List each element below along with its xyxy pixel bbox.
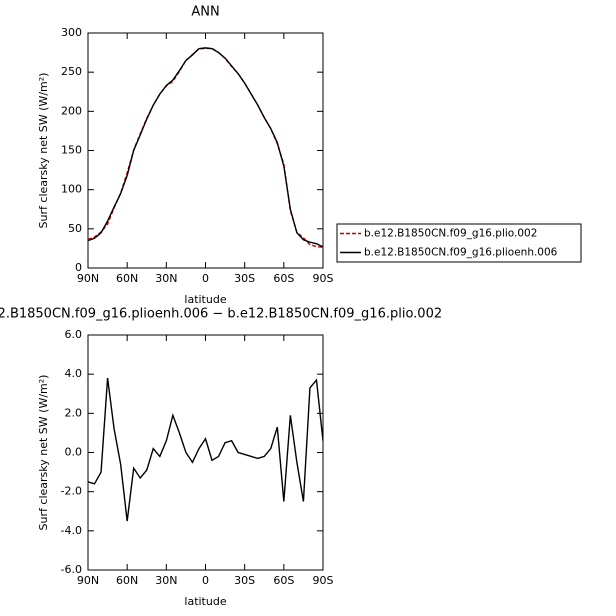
chart-title: ANN [191, 5, 219, 20]
y-tick-label: 200 [61, 104, 82, 117]
data-line [88, 377, 323, 522]
x-tick-label: 0 [202, 574, 209, 587]
y-tick-label: 4.0 [65, 367, 83, 380]
y-tick-label: 300 [61, 26, 82, 39]
x-tick-label: 60S [273, 272, 294, 285]
x-tick-label: 30N [155, 272, 177, 285]
y-tick-label: 6.0 [65, 328, 83, 341]
y-axis-label: Surf clearsky net SW (W/m²) [37, 375, 50, 531]
data-line [88, 47, 323, 249]
y-axis-label: Surf clearsky net SW (W/m²) [37, 73, 50, 229]
x-tick-label: 60N [116, 272, 138, 285]
plot-frame [87, 32, 324, 269]
x-axis-label: latitude [184, 595, 226, 608]
x-tick-label: 30N [155, 574, 177, 587]
y-tick-label: 150 [61, 144, 82, 157]
x-tick-label: 30S [234, 272, 255, 285]
y-tick-label: -4.0 [61, 524, 82, 537]
y-tick-label: 2.0 [65, 406, 83, 419]
x-tick-label: 60S [273, 574, 294, 587]
x-tick-label: 90S [313, 272, 334, 285]
chart-title: b.e12.B1850CN.f09_g16.plioenh.006 − b.e1… [0, 307, 442, 322]
x-tick-label: 30S [234, 574, 255, 587]
x-tick-label: 90N [77, 272, 99, 285]
y-tick-label: 250 [61, 65, 82, 78]
y-tick-label: 0.0 [65, 446, 83, 459]
legend-label: b.e12.B1850CN.f09_g16.plio.002 [364, 228, 537, 240]
legend-label: b.e12.B1850CN.f09_g16.plioenh.006 [364, 247, 558, 259]
x-tick-label: 0 [202, 272, 209, 285]
x-tick-label: 90S [313, 574, 334, 587]
y-tick-label: 0 [75, 261, 82, 274]
y-tick-label: 50 [68, 222, 82, 235]
y-tick-label: -2.0 [61, 485, 82, 498]
data-line [88, 47, 323, 248]
x-axis-label: latitude [184, 293, 226, 306]
y-tick-label: -6.0 [61, 563, 82, 576]
y-tick-label: 100 [61, 183, 82, 196]
x-tick-label: 90N [77, 574, 99, 587]
legend-box [336, 223, 582, 263]
x-tick-label: 60N [116, 574, 138, 587]
